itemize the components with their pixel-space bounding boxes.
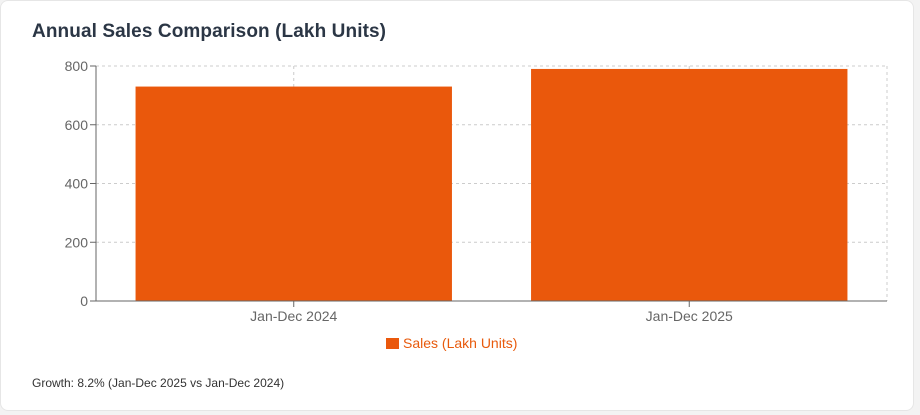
legend-swatch [386, 337, 399, 349]
legend-label: Sales (Lakh Units) [403, 335, 518, 351]
x-tick-label: Jan-Dec 2025 [646, 308, 733, 324]
bar-1 [135, 86, 452, 301]
y-tick-label: 800 [65, 58, 89, 74]
x-tick-label: Jan-Dec 2024 [250, 308, 337, 324]
bar-2 [531, 68, 848, 301]
growth-note: Growth: 8.2% (Jan-Dec 2025 vs Jan-Dec 20… [32, 376, 285, 390]
y-tick-label: 600 [65, 117, 89, 133]
chart-legend[interactable]: Sales (Lakh Units) [386, 335, 517, 351]
y-tick-label: 0 [80, 293, 88, 309]
y-tick-label: 200 [65, 234, 89, 250]
bar-chart: 0 200 400 600 800 Jan-Dec 2024 Jan-Dec 2025 [65, 58, 888, 324]
chart-title: Annual Sales Comparison (Lakh Units) [32, 21, 387, 42]
y-tick-label: 400 [65, 176, 89, 192]
